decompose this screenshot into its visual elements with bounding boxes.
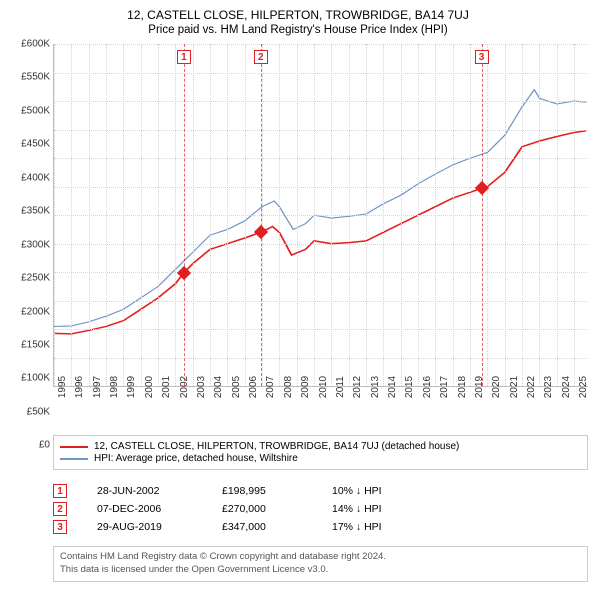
y-tick-label: £300K (8, 239, 50, 250)
y-tick-label: £400K (8, 172, 50, 183)
gridline-v (71, 44, 72, 386)
event-marker: 2 (254, 50, 268, 64)
gridline-v (297, 44, 298, 386)
event-number: 3 (53, 520, 67, 534)
event-price: £198,995 (222, 485, 302, 497)
event-row: 2 07-DEC-2006 £270,000 14% ↓ HPI (53, 502, 588, 516)
event-date: 28-JUN-2002 (97, 485, 192, 497)
gridline-h (54, 244, 588, 245)
y-tick-label: £150K (8, 340, 50, 351)
event-marker: 1 (177, 50, 191, 64)
chart-title: 12, CASTELL CLOSE, HILPERTON, TROWBRIDGE… (8, 8, 588, 22)
legend: 12, CASTELL CLOSE, HILPERTON, TROWBRIDGE… (53, 435, 588, 470)
gridline-h (54, 44, 588, 45)
gridline-h (54, 158, 588, 159)
chart-area: 123 £0£50K£100K£150K£200K£250K£300K£350K… (8, 44, 588, 425)
gridline-h (54, 329, 588, 330)
gridline-h (54, 101, 588, 102)
legend-item-hpi: HPI: Average price, detached house, Wilt… (60, 453, 581, 464)
gridline-v (123, 44, 124, 386)
gridline-h (54, 358, 588, 359)
chart-subtitle: Price paid vs. HM Land Registry's House … (8, 24, 588, 36)
y-tick-label: £450K (8, 139, 50, 150)
plot-area: 1 2 3 (53, 44, 588, 387)
gridline-v (505, 44, 506, 386)
series-hpi (54, 90, 586, 327)
event-line (261, 44, 262, 386)
gridline-v (89, 44, 90, 386)
attribution: Contains HM Land Registry data © Crown c… (53, 546, 588, 582)
event-diff: 17% ↓ HPI (332, 521, 422, 533)
gridline-v (453, 44, 454, 386)
legend-label-hpi: HPI: Average price, detached house, Wilt… (94, 453, 298, 464)
gridline-v (175, 44, 176, 386)
gridline-v (574, 44, 575, 386)
gridline-v (106, 44, 107, 386)
y-tick-label: £250K (8, 273, 50, 284)
gridline-v (470, 44, 471, 386)
gridline-v (366, 44, 367, 386)
event-line (482, 44, 483, 386)
gridline-h (54, 215, 588, 216)
gridline-v (210, 44, 211, 386)
y-tick-label: £350K (8, 206, 50, 217)
event-date: 07-DEC-2006 (97, 503, 192, 515)
y-tick-label: £500K (8, 105, 50, 116)
gridline-v (141, 44, 142, 386)
gridline-v (262, 44, 263, 386)
y-tick-label: £200K (8, 306, 50, 317)
event-row: 1 28-JUN-2002 £198,995 10% ↓ HPI (53, 484, 588, 498)
gridline-v (557, 44, 558, 386)
gridline-v (383, 44, 384, 386)
events-table: 1 28-JUN-2002 £198,995 10% ↓ HPI 2 07-DEC-200… (53, 480, 588, 538)
gridline-v (435, 44, 436, 386)
gridline-v (539, 44, 540, 386)
gridline-v (193, 44, 194, 386)
gridline-h (54, 73, 588, 74)
y-tick-label: £550K (8, 72, 50, 83)
gridline-v (279, 44, 280, 386)
y-tick-label: £0 (8, 440, 50, 451)
x-tick-label: 2025 (574, 376, 600, 398)
gridline-v (349, 44, 350, 386)
gridline-v (487, 44, 488, 386)
attribution-line-1: Contains HM Land Registry data © Crown c… (60, 551, 581, 564)
gridline-h (54, 187, 588, 188)
gridline-v (522, 44, 523, 386)
y-tick-label: £600K (8, 39, 50, 50)
gridline-v (158, 44, 159, 386)
figure: 12, CASTELL CLOSE, HILPERTON, TROWBRIDGE… (0, 0, 600, 590)
series-property (54, 131, 586, 334)
event-line (184, 44, 185, 386)
gridline-v (418, 44, 419, 386)
event-date: 29-AUG-2019 (97, 521, 192, 533)
gridline-v (245, 44, 246, 386)
legend-swatch-property (60, 446, 88, 448)
event-price: £270,000 (222, 503, 302, 515)
event-number: 2 (53, 502, 67, 516)
event-diff: 14% ↓ HPI (332, 503, 422, 515)
legend-label-property: 12, CASTELL CLOSE, HILPERTON, TROWBRIDGE… (94, 441, 459, 452)
gridline-v (314, 44, 315, 386)
gridline-h (54, 301, 588, 302)
y-tick-label: £100K (8, 373, 50, 384)
event-row: 3 29-AUG-2019 £347,000 17% ↓ HPI (53, 520, 588, 534)
event-marker: 3 (475, 50, 489, 64)
gridline-v (401, 44, 402, 386)
event-price: £347,000 (222, 521, 302, 533)
attribution-line-2: This data is licensed under the Open Gov… (60, 564, 581, 577)
legend-item-property: 12, CASTELL CLOSE, HILPERTON, TROWBRIDGE… (60, 441, 581, 452)
event-diff: 10% ↓ HPI (332, 485, 422, 497)
gridline-h (54, 272, 588, 273)
gridline-v (331, 44, 332, 386)
gridline-v (227, 44, 228, 386)
legend-swatch-hpi (60, 458, 88, 460)
gridline-v (54, 44, 55, 386)
event-number: 1 (53, 484, 67, 498)
y-tick-label: £50K (8, 406, 50, 417)
gridline-h (54, 130, 588, 131)
